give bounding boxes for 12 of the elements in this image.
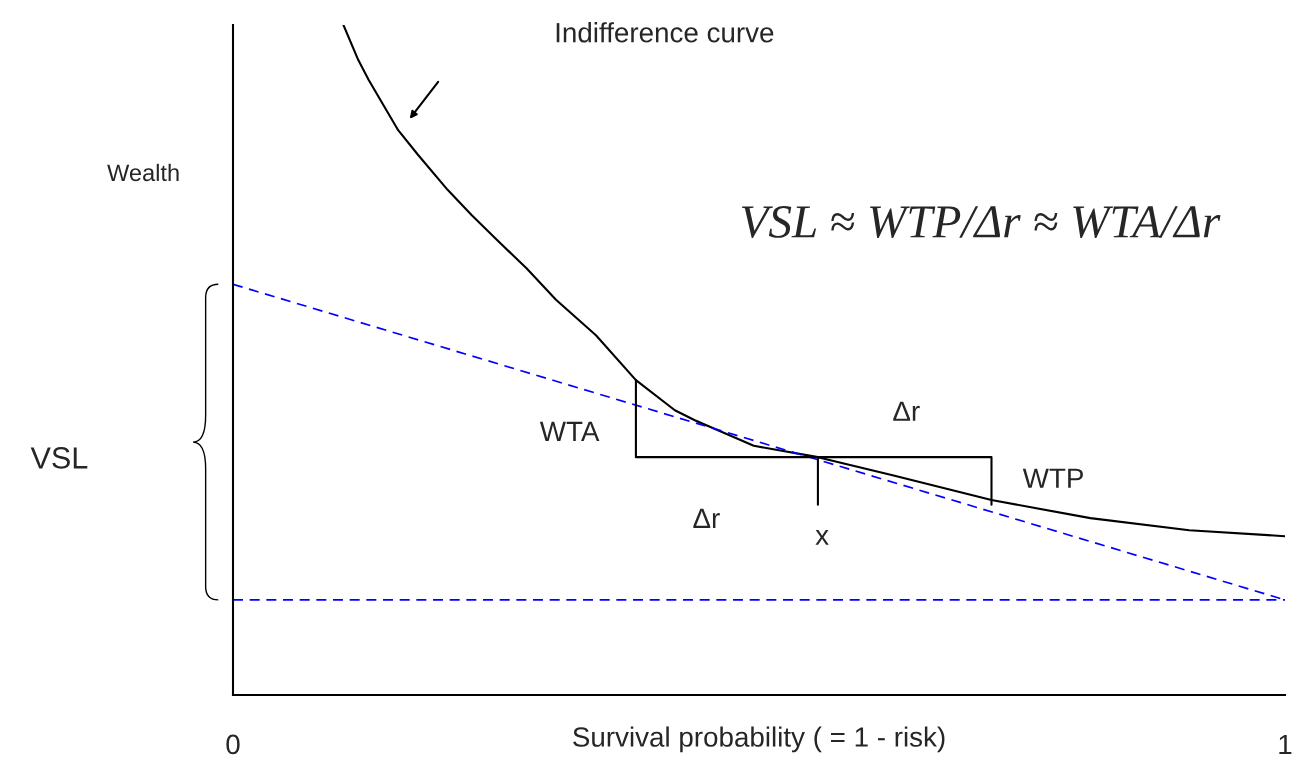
x-tick-label: 0: [226, 734, 240, 755]
annotation: Δr: [693, 508, 720, 528]
x-tick-label: 1: [1279, 734, 1292, 755]
annotation: WTA: [539, 421, 600, 441]
annotation: x: [815, 530, 829, 545]
annotation: WTP: [1022, 468, 1083, 488]
text: VSL: [30, 447, 88, 469]
x-axis-title: Survival probability ( = 1 - risk): [573, 726, 945, 753]
y-axis-title: Wealth: [107, 163, 179, 182]
annotation: VSL ≈ WTP/Δr ≈ WTA/Δr: [742, 206, 1221, 239]
annotation: Indifference curve: [556, 22, 774, 43]
annotation: Δr: [893, 401, 920, 421]
